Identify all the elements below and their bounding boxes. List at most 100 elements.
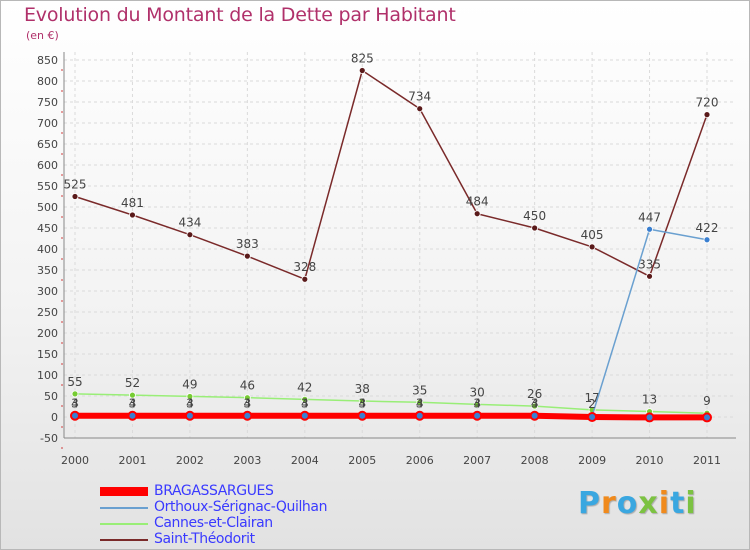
y-tick-label: 850: [37, 54, 58, 67]
y-tick-label: 600: [37, 159, 58, 172]
x-tick-label: 2004: [291, 454, 319, 467]
legend-swatch: [100, 523, 148, 525]
data-label: 422: [696, 221, 719, 235]
data-label: 4: [531, 396, 539, 410]
y-tick-label: 250: [37, 306, 58, 319]
data-label: 30: [470, 385, 485, 399]
legend-swatch: [100, 507, 148, 509]
data-label: 3: [531, 397, 539, 411]
data-label: 9: [703, 394, 711, 408]
x-tick-label: 2005: [348, 454, 376, 467]
data-label: 4: [301, 396, 309, 410]
brand-letter: t: [670, 486, 686, 521]
data-point: [702, 412, 712, 423]
series-line: [72, 412, 710, 421]
data-label: 35: [412, 383, 427, 397]
y-tick-label: 200: [37, 327, 58, 340]
data-point: [358, 67, 366, 74]
data-point: [301, 275, 309, 283]
data-point: [357, 410, 368, 421]
data-point: [299, 410, 310, 421]
brand-letter: o: [616, 486, 639, 521]
data-point: [129, 211, 136, 219]
data-label: 450: [523, 209, 546, 223]
data-point: [531, 224, 539, 232]
data-label: 55: [67, 375, 82, 389]
data-label: 38: [355, 382, 370, 396]
x-tick-label: 2003: [233, 454, 261, 467]
data-label: 46: [240, 379, 255, 393]
data-point: [70, 410, 80, 421]
data-point: [531, 402, 539, 410]
x-tick-label: 2001: [118, 454, 146, 467]
data-label: 383: [236, 237, 259, 251]
data-label: 825: [351, 52, 374, 66]
x-tick-label: 2010: [636, 454, 664, 467]
y-tick-label: 0: [51, 411, 58, 424]
data-point: [71, 390, 79, 398]
data-point: [472, 410, 483, 421]
data-point: [644, 412, 655, 423]
data-label: 734: [408, 90, 431, 104]
data-point: [186, 393, 194, 400]
y-tick-label: 150: [37, 348, 58, 361]
data-point: [243, 394, 251, 402]
data-label: 26: [527, 387, 542, 401]
y-tick-label: 800: [37, 75, 58, 88]
data-point: [416, 398, 424, 406]
legend-label: Cannes-et-Clairan: [154, 515, 273, 531]
brand-letter: P: [578, 486, 601, 521]
data-label: 2: [588, 397, 596, 411]
y-tick-label: 700: [37, 117, 58, 130]
data-label: 4: [358, 396, 366, 410]
data-label: 3: [129, 397, 137, 411]
legend-label: Orthoux-Sérignac-Quilhan: [154, 499, 328, 515]
x-tick-label: 2011: [693, 454, 721, 467]
data-point: [184, 410, 195, 421]
x-tick-label: 2008: [521, 454, 549, 467]
y-tick-label: 500: [37, 201, 58, 214]
data-point: [587, 412, 598, 422]
x-tick-label: 2000: [61, 454, 89, 467]
data-label: 447: [638, 210, 661, 224]
data-label: 4: [416, 396, 424, 410]
y-tick-label: 50: [44, 390, 58, 403]
data-point: [414, 410, 425, 421]
data-point: [703, 236, 711, 244]
data-label: 3: [71, 397, 79, 411]
data-point: [243, 252, 251, 260]
data-point: [129, 391, 136, 399]
brand-letter: i: [658, 486, 671, 521]
data-label: 3: [186, 397, 194, 411]
legend-label: Saint-Théodorit: [154, 531, 255, 547]
data-label: 3: [244, 397, 252, 411]
data-label: 328: [293, 260, 316, 274]
data-point: [242, 410, 253, 421]
series-bragassargues: 3 3 3 3 3 3 3 3 3: [70, 397, 712, 423]
series-line: [74, 393, 708, 414]
data-point: [473, 210, 481, 218]
data-label: 52: [125, 376, 140, 390]
data-point: [703, 111, 711, 118]
data-label: 4: [244, 396, 252, 410]
legend-swatch: [100, 539, 148, 541]
brand-letter: i: [685, 486, 697, 521]
data-label: 434: [178, 216, 201, 230]
data-label: 484: [466, 195, 489, 209]
data-label: 4: [186, 396, 194, 410]
y-tick-label: 550: [37, 180, 58, 193]
y-tick-label: 450: [37, 222, 58, 235]
data-label: 405: [581, 228, 604, 242]
y-tick-label: 750: [37, 96, 58, 109]
data-label: 3: [473, 397, 481, 411]
data-label: 3: [301, 397, 309, 411]
data-label: 525: [64, 178, 87, 192]
data-label: 13: [642, 393, 657, 407]
series-line: [74, 69, 708, 280]
data-point: [358, 397, 366, 405]
chart-title: Evolution du Montant de la Dette par Hab…: [24, 4, 456, 26]
data-point: [529, 410, 540, 421]
brand-letter: x: [638, 486, 659, 521]
